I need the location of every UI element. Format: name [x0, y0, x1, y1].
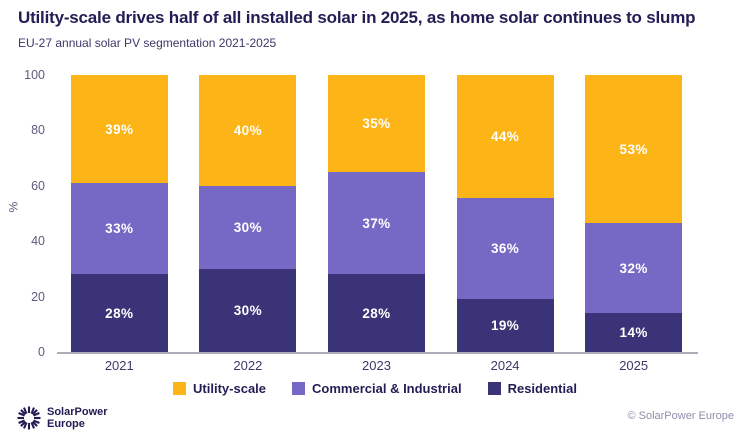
- segment-value-label: 33%: [105, 221, 134, 237]
- segment-value-label: 39%: [105, 121, 134, 137]
- bar-slot-2023: 35% 37% 28%: [312, 75, 441, 352]
- segment: 28%: [327, 274, 425, 352]
- segment: 32%: [585, 223, 683, 313]
- x-axis-label: 2025: [619, 358, 649, 373]
- legend-swatch: [292, 382, 306, 395]
- segment-value-label: 28%: [362, 305, 391, 321]
- stacked-bar-2024: 44% 36% 19%: [456, 75, 554, 352]
- legend-swatch: [173, 382, 187, 395]
- x-axis-labels: 2021 2022 2023 2024 2025: [55, 358, 698, 373]
- segment-value-label: 40%: [233, 122, 262, 138]
- stacked-bar-2025: 53% 32% 14%: [585, 75, 683, 352]
- x-axis-label: 2021: [104, 358, 134, 373]
- segment-value-label: 14%: [619, 324, 648, 340]
- legend-item: Residential: [487, 381, 577, 396]
- segment-value-label: 19%: [490, 317, 520, 333]
- segment: 53%: [585, 75, 683, 224]
- plot-area: 0 20 40 60 80 100 39% 33% 28% 40% 30% 30% 35% 37% 28%…: [24, 68, 698, 359]
- copyright-text: © SolarPower Europe: [627, 410, 734, 422]
- segment: 30%: [199, 268, 297, 352]
- bar-slot-2021: 39% 33% 28%: [55, 75, 184, 352]
- segment: 33%: [70, 183, 168, 275]
- segment: 40%: [199, 75, 297, 186]
- legend-label: Utility-scale: [193, 381, 267, 396]
- segment: 28%: [70, 274, 168, 352]
- segment-value-label: 32%: [619, 260, 648, 276]
- stacked-bar-2022: 40% 30% 30%: [199, 75, 297, 352]
- chart-subtitle: EU-27 annual solar PV segmentation 2021-…: [18, 36, 277, 50]
- legend-item: Utility-scale: [173, 381, 266, 396]
- segment-value-label: 35%: [362, 115, 391, 131]
- publisher-logo: SolarPower Europe: [16, 405, 108, 431]
- x-axis-label: 2022: [233, 358, 263, 373]
- segment-value-label: 30%: [233, 219, 262, 235]
- segment-value-label: 37%: [362, 215, 391, 231]
- segment: 35%: [327, 75, 425, 172]
- segment-value-label: 30%: [233, 302, 262, 318]
- segment: 30%: [199, 185, 297, 269]
- y-axis-title: %: [6, 201, 21, 213]
- segment: 14%: [585, 312, 683, 352]
- legend-label: Commercial & Industrial: [312, 381, 462, 396]
- segment: 44%: [456, 75, 554, 199]
- legend-item: Commercial & Industrial: [292, 381, 462, 396]
- bar-slot-2022: 40% 30% 30%: [184, 75, 313, 352]
- segment-value-label: 28%: [105, 305, 134, 321]
- segment: 39%: [70, 75, 168, 184]
- legend-swatch: [487, 382, 501, 395]
- segment-value-label: 36%: [490, 240, 520, 256]
- chart-title: Utility-scale drives half of all install…: [18, 8, 696, 27]
- segment: 37%: [327, 171, 425, 275]
- segment: 36%: [456, 198, 554, 299]
- legend: Utility-scale Commercial & Industrial Resi…: [0, 381, 750, 396]
- x-axis-label: 2023: [362, 358, 391, 373]
- bar-series-area: 39% 33% 28% 40% 30% 30% 35% 37% 28% 44% 36% 19% 53% 3…: [55, 75, 698, 352]
- segment-value-label: 44%: [490, 129, 520, 145]
- stacked-bar-2021: 39% 33% 28%: [70, 75, 168, 352]
- segment-value-label: 53%: [619, 141, 648, 157]
- segment: 19%: [456, 298, 554, 352]
- bar-slot-2024: 44% 36% 19%: [441, 75, 570, 352]
- sunburst-icon: [17, 406, 41, 430]
- x-axis-label: 2024: [490, 358, 520, 373]
- legend-label: Residential: [507, 381, 577, 396]
- stacked-bar-2023: 35% 37% 28%: [327, 75, 425, 352]
- x-axis-line: [57, 352, 698, 354]
- publisher-name: SolarPower Europe: [47, 405, 108, 430]
- bar-slot-2025: 53% 32% 14%: [569, 75, 698, 352]
